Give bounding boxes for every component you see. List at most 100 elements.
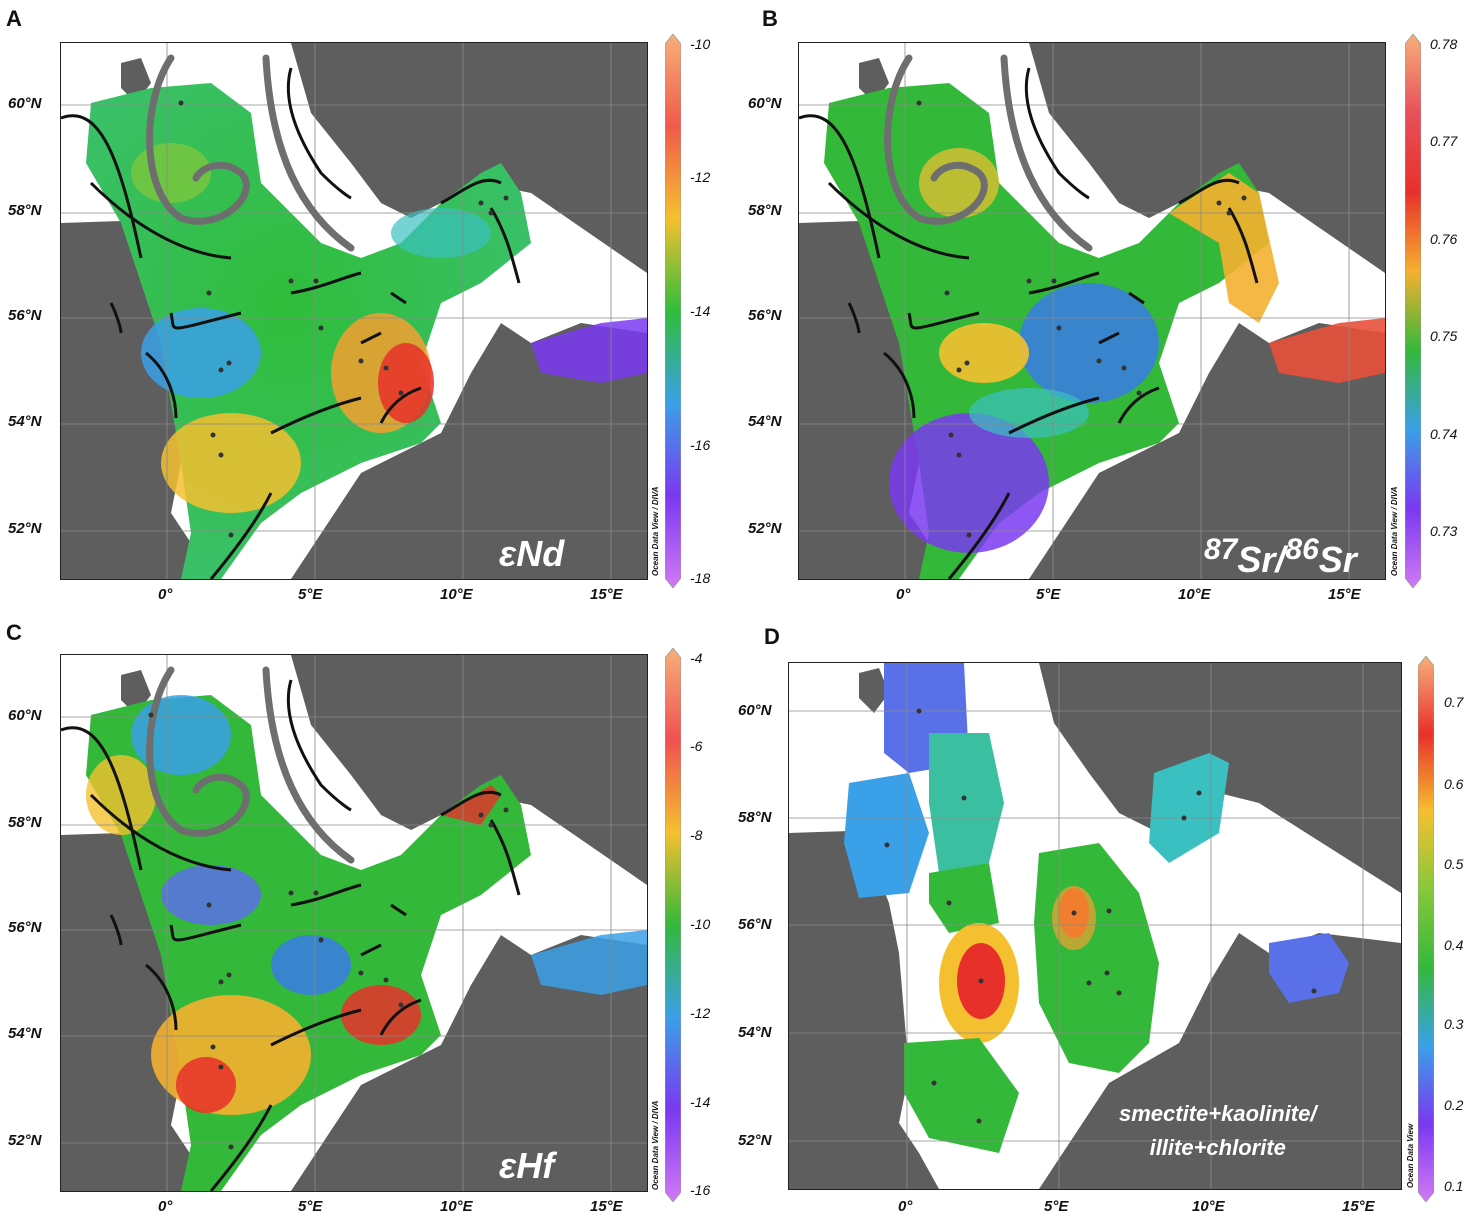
- colorbar-label: -12: [690, 1005, 711, 1021]
- land-britain: [61, 833, 211, 1191]
- lat-label: 52°N: [738, 1132, 772, 1149]
- land-britain: [789, 831, 939, 1189]
- field-blue-e: [271, 935, 351, 995]
- colorbar-label: 0.76: [1430, 231, 1458, 247]
- colorbar-ramp: [664, 647, 682, 1203]
- colorbar-label: 0.77: [1430, 133, 1458, 149]
- colorbar-label: -10: [690, 916, 711, 932]
- colorbar-label: 0.2: [1444, 1097, 1464, 1113]
- field-skagerrak: [1169, 173, 1279, 323]
- panel-letter: C: [6, 620, 22, 645]
- lon-label: 5°E: [1044, 1198, 1069, 1215]
- colorbar-label: 0.6: [1444, 776, 1464, 792]
- lat-label: 54°N: [8, 413, 42, 430]
- field-cyan: [969, 388, 1089, 438]
- colorbar: [1417, 655, 1435, 1203]
- panel-title: smectite+kaolinite/illite+chlorite: [1119, 1101, 1317, 1160]
- colorbar-svg: [664, 647, 682, 1203]
- field-yellow-s: [161, 413, 301, 513]
- colorbar-ramp: [1404, 33, 1422, 589]
- colorbar-label: -6: [690, 738, 703, 754]
- graticule: [799, 43, 1385, 579]
- lat-label: 54°N: [738, 1024, 772, 1041]
- arrows-gray: [884, 54, 1093, 252]
- field-baltic: [531, 930, 647, 995]
- sample-dots: [884, 708, 1317, 1124]
- field-blue: [141, 308, 261, 398]
- field-red: [176, 1057, 236, 1113]
- colorbar-label: -16: [690, 1182, 711, 1198]
- field-baltic: [1269, 318, 1385, 383]
- field-baltic: [531, 318, 647, 383]
- odv-credit: Ocean Data View / DIVA: [651, 486, 660, 576]
- field-cyan: [391, 208, 491, 258]
- map-svg: [61, 43, 647, 579]
- lon-label: 5°E: [1036, 586, 1061, 603]
- arrows-black: [799, 67, 1259, 579]
- panel-b: B: [738, 0, 1476, 612]
- map-frame: εNd: [60, 42, 648, 580]
- map-svg: [799, 43, 1385, 579]
- colorbar-label: -14: [690, 1094, 711, 1110]
- colorbar: [1404, 33, 1422, 589]
- lat-label: 52°N: [748, 520, 782, 537]
- odv-credit: Ocean Data View / DIVA: [651, 1100, 660, 1190]
- colorbar-label: -10: [690, 36, 711, 52]
- colorbar-label: 0.3: [1444, 1016, 1464, 1032]
- field-red-e: [341, 985, 421, 1045]
- panel-c: C: [0, 612, 738, 1225]
- panel-d: D: [738, 612, 1476, 1225]
- lat-label: 58°N: [748, 202, 782, 219]
- colorbar-ramp: [1417, 655, 1435, 1203]
- colorbar-label: 0.75: [1430, 328, 1458, 344]
- lon-label: 15°E: [1342, 1198, 1375, 1215]
- field-blue: [1019, 283, 1159, 403]
- map-frame: 87Sr/86Sr: [798, 42, 1386, 580]
- sample-dots: [148, 712, 509, 1150]
- patch-c: [929, 733, 1004, 873]
- patch-e: [1034, 843, 1159, 1073]
- lon-label: 5°E: [298, 1198, 323, 1215]
- arrows-black: [61, 67, 521, 579]
- lat-label: 58°N: [738, 809, 772, 826]
- lat-label: 58°N: [8, 202, 42, 219]
- patch-baltic: [1269, 933, 1349, 1003]
- lon-label: 10°E: [440, 1198, 473, 1215]
- field-red: [378, 343, 434, 423]
- colorbar-label: -12: [690, 169, 711, 185]
- arrows-gray: [146, 666, 355, 864]
- graticule: [61, 655, 647, 1191]
- colorbar-label: 0.1: [1444, 1178, 1464, 1194]
- colorbar-label: 0.78: [1430, 36, 1458, 52]
- odv-credit: Ocean Data View / DIVA: [1390, 486, 1399, 576]
- lon-label: 10°E: [1192, 1198, 1225, 1215]
- panel-letter: D: [764, 624, 780, 649]
- lat-label: 52°N: [8, 1132, 42, 1149]
- lon-label: 0°: [896, 586, 911, 603]
- land-norway: [291, 43, 647, 273]
- patch-s: [904, 1038, 1019, 1153]
- land-shetland: [859, 668, 889, 713]
- colorbar-label: 0.7: [1444, 694, 1464, 710]
- odv-credit: Ocean Data View: [1406, 1123, 1415, 1188]
- colorbar: [664, 647, 682, 1203]
- map-svg: [789, 663, 1401, 1189]
- colorbar-label: -14: [690, 303, 711, 319]
- panel-title: 87Sr/86Sr: [1204, 533, 1357, 580]
- colorbar-label: 0.4: [1444, 937, 1464, 953]
- colorbar-label: 0.73: [1430, 523, 1458, 539]
- map-frame: εHf: [60, 654, 648, 1192]
- colorbar-svg: [1417, 655, 1435, 1203]
- colorbar-svg: [1404, 33, 1422, 589]
- lat-label: 56°N: [8, 919, 42, 936]
- colorbar-svg: [664, 33, 682, 589]
- lon-label: 15°E: [590, 1198, 623, 1215]
- sample-dots: [916, 100, 1247, 538]
- field-skagerrak-red: [441, 785, 501, 825]
- land-norway: [291, 655, 647, 885]
- lat-label: 56°N: [748, 307, 782, 324]
- lat-label: 60°N: [8, 707, 42, 724]
- lat-label: 52°N: [8, 520, 42, 537]
- panel-title: εHf: [499, 1145, 555, 1186]
- lat-label: 56°N: [738, 916, 772, 933]
